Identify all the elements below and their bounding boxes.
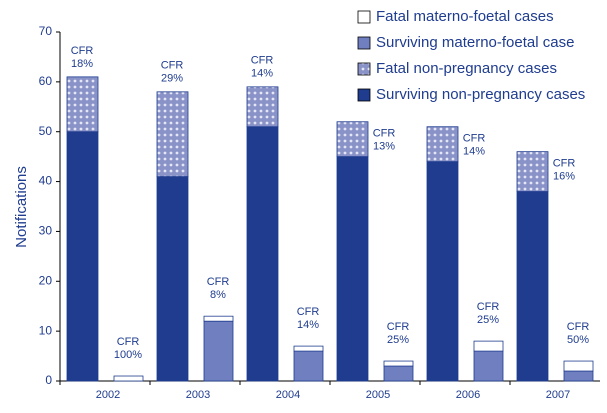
legend-swatch bbox=[357, 10, 371, 24]
legend-label: Surviving materno-foetal case bbox=[376, 34, 574, 51]
bar-segment bbox=[563, 360, 594, 372]
bar-segment bbox=[113, 375, 144, 382]
y-tick-label: 0 bbox=[45, 373, 52, 387]
bar-segment bbox=[426, 126, 459, 163]
legend-label: Surviving non-pregnancy cases bbox=[376, 86, 585, 103]
bar-segment bbox=[563, 370, 594, 382]
legend-label: Fatal non-pregnancy cases bbox=[376, 60, 557, 77]
cfr-label: CFR bbox=[161, 60, 184, 72]
bar-segment bbox=[203, 320, 234, 382]
x-tick-label: 2005 bbox=[366, 389, 390, 401]
cfr-label: 14% bbox=[251, 68, 273, 80]
bar-segment bbox=[426, 161, 459, 382]
y-tick-label: 20 bbox=[39, 273, 53, 287]
bar-segment bbox=[246, 126, 279, 382]
bar-segment bbox=[156, 176, 189, 382]
cfr-label: 25% bbox=[477, 314, 499, 326]
bar-segment bbox=[473, 340, 504, 352]
cfr-label: CFR bbox=[297, 306, 320, 318]
y-tick-label: 50 bbox=[39, 124, 53, 138]
y-tick-label: 30 bbox=[39, 224, 53, 238]
cfr-label: 18% bbox=[71, 58, 93, 70]
cfr-label: CFR bbox=[463, 133, 486, 145]
bar-segment bbox=[66, 76, 99, 133]
cfr-label: CFR bbox=[117, 336, 140, 348]
x-tick-label: 2002 bbox=[96, 389, 120, 401]
bar-segment bbox=[203, 315, 234, 322]
bar-segment bbox=[336, 156, 369, 382]
x-tick-label: 2006 bbox=[456, 389, 480, 401]
bar-segment bbox=[156, 91, 189, 177]
cfr-label: CFR bbox=[71, 45, 94, 57]
y-tick-label: 40 bbox=[39, 174, 53, 188]
cfr-label: CFR bbox=[567, 321, 590, 333]
cfr-label: 50% bbox=[567, 334, 589, 346]
cfr-label: 13% bbox=[373, 141, 395, 153]
cfr-label: CFR bbox=[477, 301, 500, 313]
x-tick-label: 2004 bbox=[276, 389, 300, 401]
cfr-label: 14% bbox=[463, 146, 485, 158]
bar-segment bbox=[516, 191, 549, 382]
cfr-label: 29% bbox=[161, 73, 183, 85]
x-tick-label: 2003 bbox=[186, 389, 210, 401]
cfr-label: 16% bbox=[553, 171, 575, 183]
bar-segment bbox=[293, 345, 324, 352]
cfr-label: CFR bbox=[553, 158, 576, 170]
bar-segment bbox=[473, 350, 504, 382]
cfr-label: 25% bbox=[387, 334, 409, 346]
cfr-label: CFR bbox=[207, 276, 230, 288]
legend-swatch bbox=[357, 36, 371, 50]
y-tick-label: 60 bbox=[39, 74, 53, 88]
y-axis-label: Notifications bbox=[13, 166, 30, 248]
y-tick-label: 10 bbox=[39, 323, 53, 337]
cfr-label: CFR bbox=[387, 321, 410, 333]
cfr-label: CFR bbox=[373, 128, 396, 140]
bar-segment bbox=[383, 360, 414, 367]
cfr-label: 100% bbox=[114, 349, 142, 361]
bar-segment bbox=[336, 121, 369, 158]
bar-segment bbox=[246, 86, 279, 128]
x-tick-label: 2007 bbox=[546, 389, 570, 401]
bar-segment bbox=[293, 350, 324, 382]
bar-segment bbox=[66, 131, 99, 382]
cfr-label: CFR bbox=[251, 55, 274, 67]
y-tick-label: 70 bbox=[39, 24, 53, 38]
bar-segment bbox=[516, 151, 549, 192]
legend-swatch bbox=[357, 62, 371, 76]
cfr-label: 14% bbox=[297, 319, 319, 331]
cfr-label: 8% bbox=[210, 289, 226, 301]
legend-label: Fatal materno-foetal cases bbox=[376, 8, 554, 25]
bar-segment bbox=[383, 365, 414, 382]
legend-swatch bbox=[357, 88, 371, 102]
